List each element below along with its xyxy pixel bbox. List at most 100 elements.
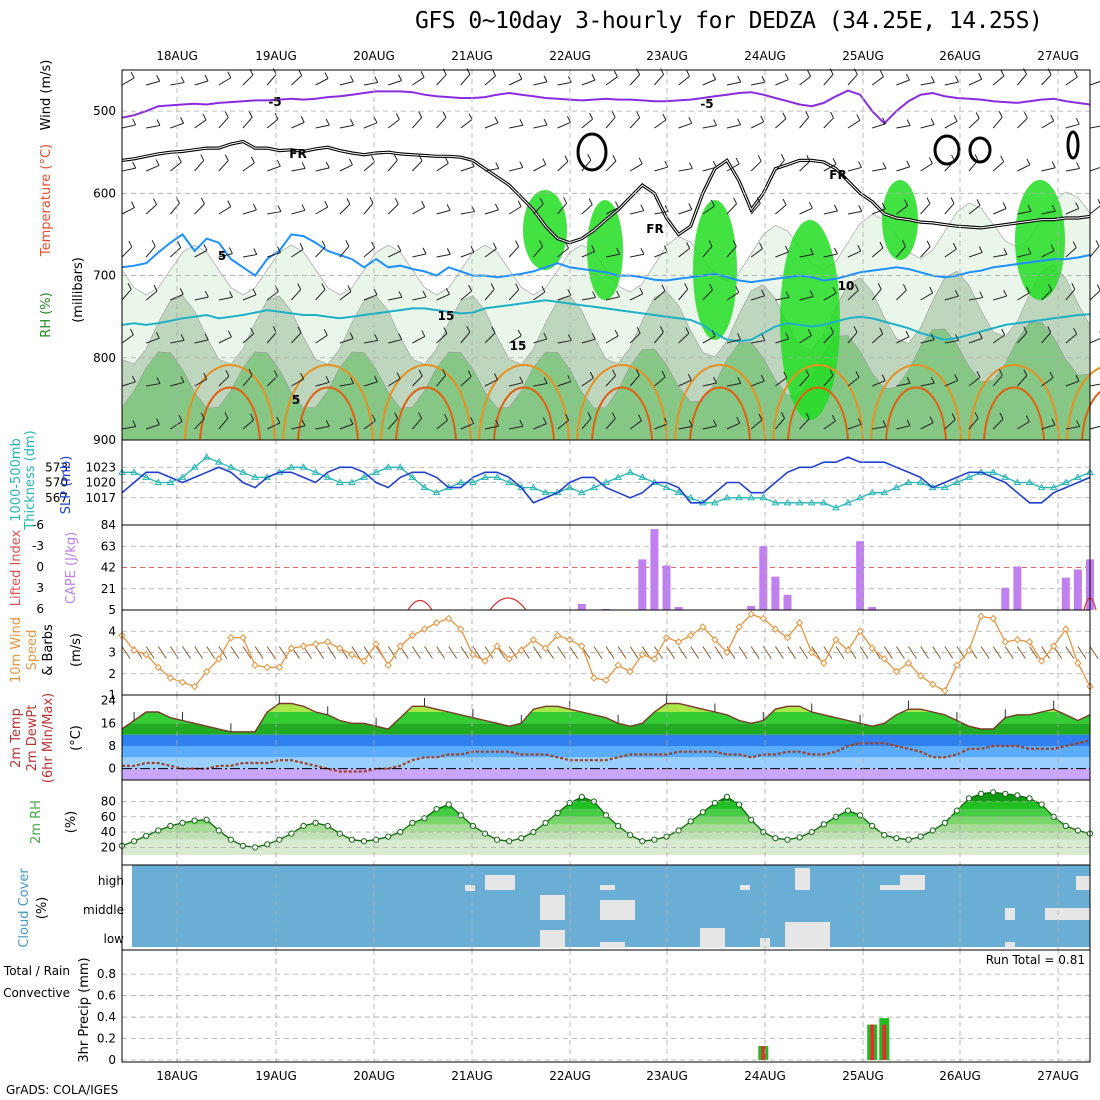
wind-barb-flag	[156, 418, 160, 425]
thickness-point	[590, 483, 598, 491]
wind-barb-flag	[203, 372, 208, 380]
ylabel-cloud-units: (%)	[35, 897, 50, 920]
wind-speed-point	[928, 680, 937, 689]
wind-barb-flag	[737, 75, 742, 83]
wind-barb	[726, 338, 741, 344]
wind-barb	[412, 76, 425, 86]
wind-barb	[750, 160, 762, 172]
wind-barb-flag	[906, 419, 911, 426]
wind-barb	[315, 334, 328, 344]
surface-wind-barb	[605, 646, 615, 659]
wind-barb	[146, 165, 160, 172]
wind-barb-flag	[373, 375, 378, 383]
wind-barb-flag	[588, 198, 593, 205]
wind-barb-flag	[612, 369, 617, 376]
ylabel-thickness-1: 1000-500mb	[9, 438, 24, 522]
wind-barb-flag	[904, 199, 909, 206]
wind-barb-flag	[929, 286, 934, 294]
isotherm-15-arc-2	[380, 364, 472, 441]
wind-barb	[896, 79, 910, 86]
surface-wind-barb	[593, 646, 603, 659]
isotherm-5	[121, 233, 1091, 284]
wind-barb	[484, 425, 499, 430]
rh-point	[264, 841, 271, 848]
wind-speed-point	[578, 642, 586, 650]
thickness-point	[166, 478, 175, 485]
temp-tick-24: 24	[101, 694, 116, 708]
wind-barb	[823, 74, 834, 86]
surface-wind-barb	[121, 646, 131, 659]
wind-barb-flag	[1027, 247, 1032, 254]
wind-barb	[1017, 292, 1030, 301]
wind-barb-flag	[325, 420, 330, 427]
wind-barb	[460, 376, 472, 387]
wind-barb	[654, 166, 668, 172]
rh-point	[1026, 795, 1033, 802]
temp-band	[122, 746, 1090, 758]
wind-speed-point	[686, 631, 695, 640]
wind-barb-flag	[591, 332, 596, 340]
wind-speed-point	[263, 663, 271, 672]
surface-wind-barb	[508, 646, 518, 659]
date-label-bottom-25AUG: 25AUG	[842, 1069, 884, 1083]
wind-barb	[968, 78, 982, 86]
wind-barb	[896, 166, 910, 172]
wind-speed-point	[384, 661, 392, 669]
surface-wind-barb	[557, 646, 567, 659]
wind-barb	[315, 206, 329, 215]
surface-wind-barb	[799, 646, 809, 659]
wind-barb	[218, 206, 231, 215]
wind-barb-flag	[688, 162, 693, 169]
wind-barb	[121, 426, 136, 430]
wind-speed-point	[469, 650, 477, 659]
wind-barb-flag	[978, 246, 983, 253]
wind-barb	[1065, 208, 1079, 215]
run-total-label: Run Total = 0.81	[986, 953, 1085, 967]
wind-barb	[267, 165, 281, 172]
wind-speed-point	[771, 625, 780, 633]
thickness-point	[1074, 473, 1082, 480]
wind-barb	[654, 210, 669, 215]
date-label-top-21AUG: 21AUG	[451, 49, 493, 63]
wind-barb-flag	[421, 330, 426, 337]
thickness-point	[190, 463, 199, 470]
wind-barb-flag	[1000, 155, 1005, 162]
thickness-point	[311, 468, 320, 475]
wind-barb	[121, 334, 134, 344]
wind-barb	[436, 374, 447, 387]
wind-barb-flag	[373, 116, 378, 124]
wind-barb-flag	[905, 330, 910, 338]
wind-barb-flag	[950, 197, 955, 204]
wind-barb-flag	[955, 334, 960, 341]
wind-barb-flag	[325, 376, 330, 383]
surface-wind-barb	[157, 646, 167, 659]
date-label-top-18AUG: 18AUG	[156, 49, 198, 63]
rh-high-cell-2	[693, 200, 737, 340]
wind-barb	[581, 338, 596, 344]
rh-point	[639, 838, 646, 845]
wind-barb-flag	[858, 161, 862, 168]
wind-barb-flag	[155, 331, 160, 339]
wind-barb-flag	[494, 116, 499, 124]
wind-speed-point	[747, 610, 755, 618]
rh-point	[203, 816, 210, 823]
wind-barb	[412, 206, 425, 215]
wind-barb-flag	[347, 285, 352, 292]
wind-barb-flag	[662, 113, 667, 121]
wind-barb-flag	[398, 74, 402, 81]
wind-barb-flag	[785, 245, 789, 253]
wind-barb-flag	[128, 240, 133, 248]
rh-high-cell-3	[780, 220, 840, 420]
wind-barb-flag	[880, 70, 884, 77]
wind-barb	[726, 422, 740, 430]
wind-barb	[993, 253, 1008, 258]
wind-barb-flag	[515, 240, 520, 247]
wind-barb	[1041, 377, 1054, 387]
wind-barb	[218, 336, 232, 344]
wind-barb	[896, 246, 906, 258]
wind-barb	[872, 168, 887, 172]
wind-barb	[678, 122, 692, 129]
wind-barb-flag	[808, 201, 813, 209]
temp-band	[122, 734, 1090, 746]
wind-barb	[388, 339, 402, 344]
